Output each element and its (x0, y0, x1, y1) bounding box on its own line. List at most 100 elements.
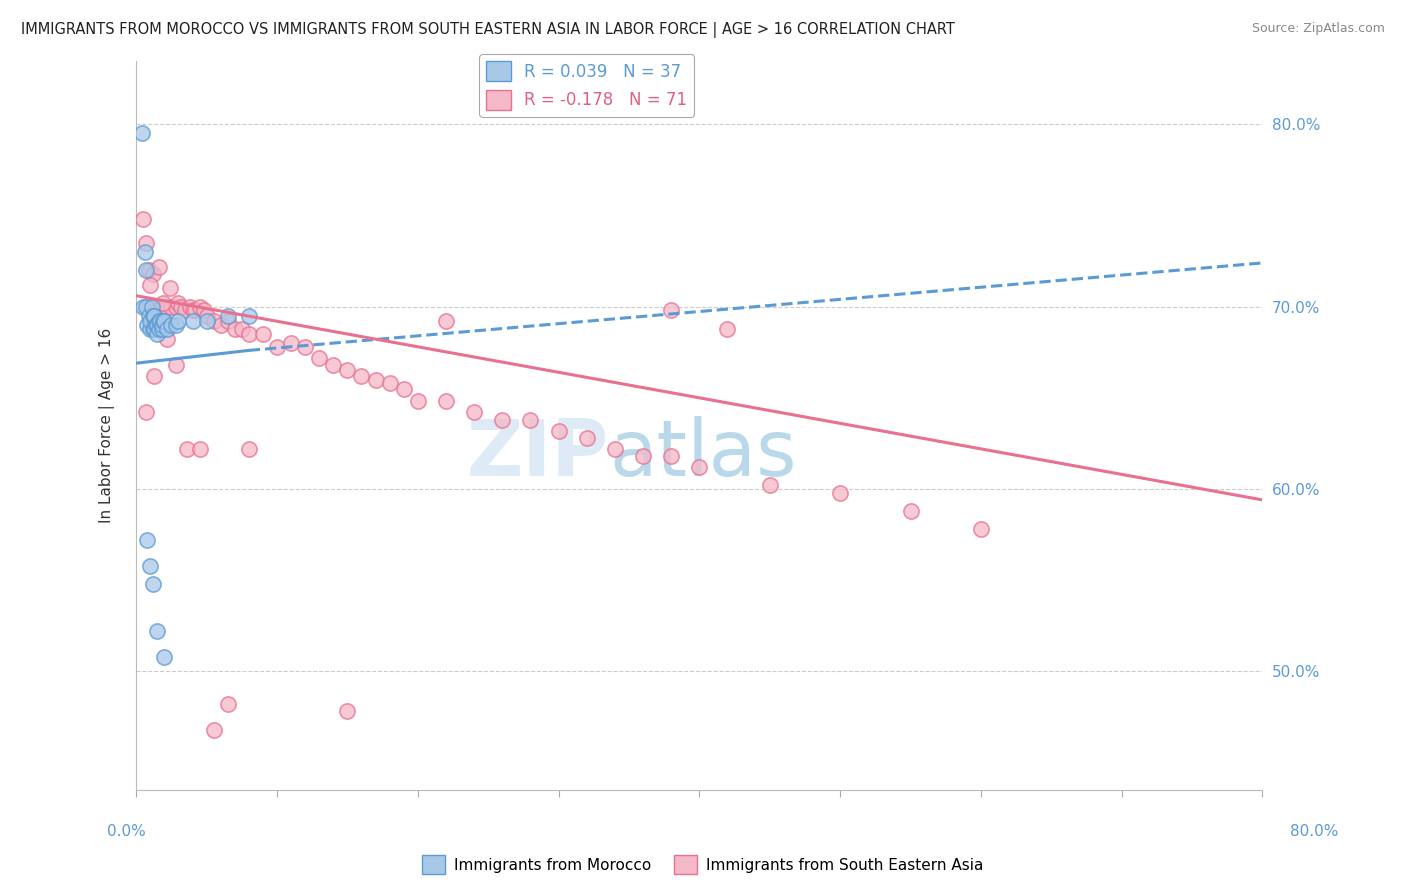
Point (142, 576, 165, 591)
Point (156, 321, 179, 335)
Point (238, 309, 260, 323)
Text: 0.0%: 0.0% (107, 824, 146, 838)
Point (150, 321, 173, 335)
Point (238, 326, 260, 341)
Point (153, 314, 176, 328)
Point (150, 300, 173, 314)
Point (149, 309, 172, 323)
Point (167, 314, 190, 328)
Legend: R = 0.039   N = 37, R = -0.178   N = 71: R = 0.039 N = 37, R = -0.178 N = 71 (479, 54, 695, 117)
Point (148, 260, 170, 274)
Point (176, 442, 198, 456)
Point (174, 303, 197, 318)
Text: 80.0%: 80.0% (1291, 824, 1339, 838)
Legend: Immigrants from Morocco, Immigrants from South Eastern Asia: Immigrants from Morocco, Immigrants from… (416, 849, 990, 880)
Point (434, 394, 457, 409)
Point (165, 358, 187, 372)
Point (193, 303, 215, 318)
Point (153, 649, 176, 664)
Point (217, 697, 239, 711)
Point (160, 318, 183, 332)
Point (217, 314, 239, 328)
Point (179, 300, 201, 314)
Point (716, 321, 738, 335)
Point (491, 413, 513, 427)
Point (364, 373, 387, 387)
Point (603, 442, 626, 456)
Point (900, 504, 922, 518)
Point (188, 442, 211, 456)
Point (170, 300, 193, 314)
Point (136, 533, 159, 547)
Point (758, 478, 780, 492)
Point (631, 449, 654, 463)
Point (156, 333, 179, 347)
Point (136, 318, 159, 332)
Point (135, 405, 157, 419)
Point (659, 303, 682, 318)
Point (266, 340, 288, 354)
Point (138, 309, 160, 323)
Point (141, 300, 163, 314)
Point (149, 314, 172, 328)
Text: IMMIGRANTS FROM MOROCCO VS IMMIGRANTS FROM SOUTH EASTERN ASIA IN LABOR FORCE | A: IMMIGRANTS FROM MOROCCO VS IMMIGRANTS FR… (21, 22, 955, 38)
Point (135, 235, 157, 250)
Point (145, 300, 167, 314)
Point (165, 318, 187, 332)
Point (142, 321, 165, 335)
Point (134, 244, 156, 259)
Point (463, 405, 485, 419)
Point (139, 277, 162, 292)
Point (135, 300, 157, 314)
Point (181, 314, 204, 328)
Point (519, 413, 541, 427)
Point (392, 382, 415, 396)
Point (688, 460, 710, 475)
Point (547, 424, 569, 438)
Point (148, 314, 170, 328)
Point (167, 296, 190, 310)
Point (294, 340, 316, 354)
Point (280, 336, 302, 351)
Point (139, 321, 162, 335)
Point (231, 321, 253, 335)
Point (148, 321, 170, 335)
Point (142, 309, 165, 323)
Point (209, 318, 232, 332)
Point (131, 127, 153, 141)
Point (139, 300, 162, 314)
Point (181, 303, 204, 318)
Point (434, 314, 457, 328)
Point (336, 363, 359, 377)
Point (575, 431, 598, 445)
Point (322, 358, 344, 372)
Point (217, 309, 239, 323)
Point (146, 624, 169, 639)
Point (146, 303, 169, 318)
Point (138, 263, 160, 277)
Point (132, 300, 155, 314)
Point (188, 300, 211, 314)
Text: Source: ZipAtlas.com: Source: ZipAtlas.com (1251, 22, 1385, 36)
Point (152, 296, 174, 310)
Point (139, 314, 162, 328)
Point (350, 368, 373, 383)
Point (184, 303, 207, 318)
Point (143, 309, 166, 323)
Point (378, 376, 401, 391)
Point (142, 267, 165, 281)
Point (970, 522, 993, 536)
Point (143, 321, 166, 335)
Point (159, 281, 181, 295)
Point (336, 705, 359, 719)
Point (308, 351, 330, 365)
Point (238, 442, 260, 456)
Point (195, 314, 218, 328)
Point (153, 303, 176, 318)
Point (830, 485, 852, 500)
Point (150, 318, 173, 332)
Point (145, 318, 167, 332)
Point (135, 263, 157, 277)
Y-axis label: In Labor Force | Age > 16: In Labor Force | Age > 16 (100, 327, 115, 523)
Point (146, 318, 169, 332)
